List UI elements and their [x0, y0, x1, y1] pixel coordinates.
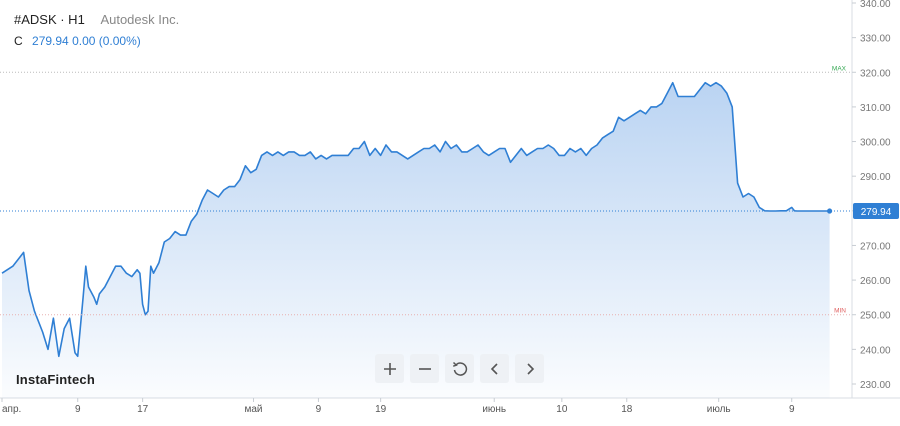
chart-toolbar [375, 354, 544, 383]
y-tick-label: 260.00 [860, 276, 891, 287]
x-tick-label: июль [707, 404, 731, 415]
scroll-left-button[interactable] [480, 354, 509, 383]
price-area [2, 82, 830, 398]
quote-line: C 279.94 0.00 (0.00%) [14, 34, 141, 48]
x-tick-label: 10 [556, 404, 568, 415]
quote-change: 0.00 (0.00%) [72, 34, 141, 48]
x-tick-label: апр. [2, 404, 21, 415]
y-tick-label: 240.00 [860, 345, 891, 356]
y-tick-label: 270.00 [860, 241, 891, 252]
last-price-label: 279.94 [861, 207, 892, 218]
brand-logo: InstaFintech [16, 372, 95, 387]
y-tick-label: 300.00 [860, 138, 891, 149]
x-tick-label: 18 [621, 404, 633, 415]
zoom-in-icon [383, 362, 396, 375]
x-tick-label: 9 [75, 404, 81, 415]
y-tick-label: 330.00 [860, 34, 891, 45]
max-label: MAX [832, 65, 847, 72]
chevron-right-icon [526, 362, 534, 375]
chart-header: #ADSK · H1 Autodesk Inc. [14, 12, 179, 27]
y-tick-label: 340.00 [860, 0, 891, 10]
zoom-out-button[interactable] [410, 354, 439, 383]
quote-label: C [14, 34, 23, 48]
price-line [1, 81, 830, 358]
y-tick-label: 230.00 [860, 380, 891, 391]
y-tick-label: 290.00 [860, 172, 891, 183]
x-tick-label: май [245, 404, 263, 415]
x-tick-label: 17 [137, 404, 149, 415]
zoom-out-icon [418, 367, 431, 370]
last-price-dot [826, 208, 833, 214]
quote-value: 279.94 [32, 34, 69, 48]
last-price-badge [853, 203, 899, 220]
reset-icon [452, 361, 467, 376]
company-name: Autodesk Inc. [100, 12, 180, 27]
x-tick-label: 19 [375, 404, 387, 415]
reset-button[interactable] [445, 354, 474, 383]
y-tick-label: 310.00 [860, 103, 891, 114]
chevron-left-icon [490, 362, 498, 375]
y-tick-label: 250.00 [860, 311, 891, 322]
scroll-right-button[interactable] [515, 354, 544, 383]
x-tick-label: июнь [482, 404, 506, 415]
symbol-label: #ADSK · H1 [14, 12, 85, 27]
x-tick-label: 9 [316, 404, 322, 415]
x-tick-label: 9 [789, 404, 795, 415]
min-label: MIN [834, 308, 846, 315]
zoom-in-button[interactable] [375, 354, 404, 383]
y-tick-label: 320.00 [860, 68, 891, 79]
